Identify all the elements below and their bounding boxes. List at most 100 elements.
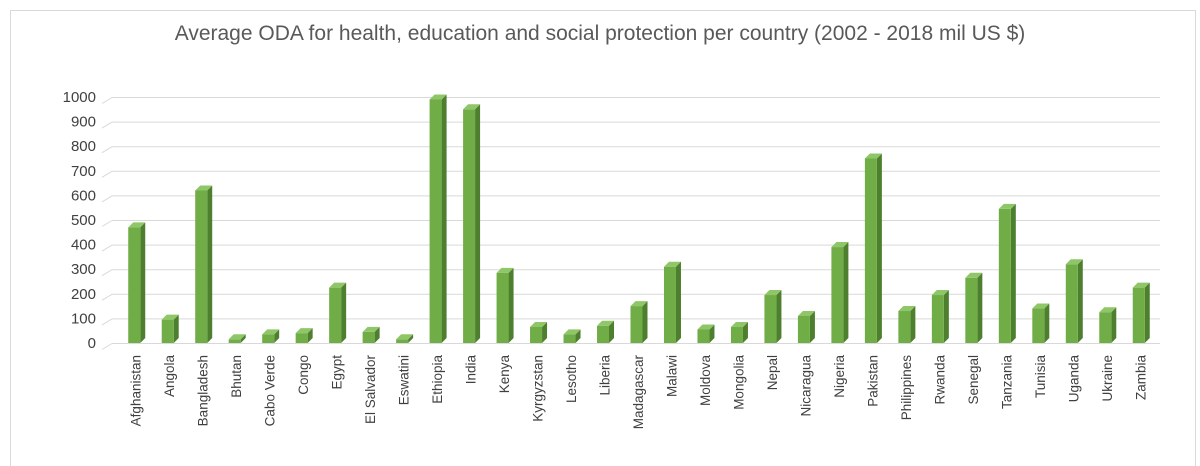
bar xyxy=(161,314,179,343)
bar-front xyxy=(630,306,643,343)
bar-side xyxy=(742,322,748,343)
bar-side xyxy=(977,272,983,343)
y-tick-label: 200 xyxy=(71,286,96,303)
gridline-depth xyxy=(101,293,113,301)
bar-top xyxy=(161,314,179,320)
bar-front xyxy=(563,334,576,343)
bar-side xyxy=(508,267,514,343)
x-tick-label: Egypt xyxy=(330,355,345,390)
bar-front xyxy=(128,227,141,343)
bar-front xyxy=(228,339,241,343)
y-tick-label: 500 xyxy=(71,212,96,229)
bar-top xyxy=(864,153,882,159)
bar xyxy=(362,326,380,343)
bar-top xyxy=(228,334,246,340)
bar-top xyxy=(597,320,615,326)
bar xyxy=(663,261,681,343)
x-tick-label: Tunisia xyxy=(1033,355,1048,399)
x-tick-label: Madagascar xyxy=(631,355,646,430)
x-axis: Afghanistan Angola Bangladesh Bhutan Cabo Ve… xyxy=(129,355,1149,430)
bar-front xyxy=(597,325,610,343)
gridlines xyxy=(101,97,1160,350)
bar-top xyxy=(128,222,146,228)
bar-side xyxy=(809,310,815,343)
x-tick-label: Uganda xyxy=(1066,355,1081,403)
gridline-depth xyxy=(101,170,113,178)
bar xyxy=(730,322,748,343)
bar xyxy=(262,329,280,343)
bar-front xyxy=(295,333,308,343)
x-tick-label: Zambia xyxy=(1133,355,1148,401)
bar xyxy=(530,322,548,343)
x-tick-label: Congo xyxy=(296,355,311,395)
gridline-depth xyxy=(101,244,113,252)
bar-side xyxy=(374,326,380,343)
x-tick-label: Lesotho xyxy=(564,355,579,403)
bar-side xyxy=(207,185,213,343)
x-tick-label: Ukraine xyxy=(1100,355,1115,402)
bar-side xyxy=(307,328,313,343)
bar-top xyxy=(530,322,548,328)
bar xyxy=(1132,282,1150,343)
x-tick-label: Mongolia xyxy=(731,355,746,410)
gridline-depth xyxy=(101,343,113,350)
y-tick-label: 400 xyxy=(71,237,96,254)
bar-side xyxy=(609,320,615,343)
bar-top xyxy=(195,185,213,191)
y-tick-label: 100 xyxy=(71,310,96,327)
x-tick-label: Afghanistan xyxy=(129,355,144,426)
bar xyxy=(864,153,882,343)
bar xyxy=(831,242,849,343)
bar-side xyxy=(1144,282,1150,343)
x-tick-label: Rwanda xyxy=(932,355,947,405)
bar-side xyxy=(876,153,882,343)
bar-top xyxy=(1132,282,1150,288)
y-tick-label: 300 xyxy=(71,261,96,278)
bar-top xyxy=(295,328,313,334)
gridline-depth xyxy=(101,220,113,227)
y-tick-label: 0 xyxy=(88,335,96,352)
x-tick-label: Bhutan xyxy=(229,355,244,398)
x-tick-label: Pakistan xyxy=(865,355,880,407)
bar-front xyxy=(1132,287,1145,343)
bar-side xyxy=(910,306,916,343)
bars xyxy=(128,94,1150,344)
y-tick-label: 900 xyxy=(71,114,96,131)
bar xyxy=(295,328,313,343)
x-tick-label: Bangladesh xyxy=(196,355,211,426)
bar-front xyxy=(764,295,777,343)
bar xyxy=(1032,303,1050,343)
bar-front xyxy=(1099,312,1112,343)
bar-front xyxy=(329,287,342,343)
bar xyxy=(898,306,916,343)
bar-top xyxy=(663,261,681,267)
gridline-depth xyxy=(101,146,113,154)
y-tick-label: 1000 xyxy=(63,89,96,106)
bar xyxy=(463,104,481,343)
bar-top xyxy=(463,104,481,110)
y-tick-label: 700 xyxy=(71,163,96,180)
x-tick-label: Ethiopia xyxy=(430,355,445,404)
bar-top xyxy=(797,310,815,316)
bar-top xyxy=(262,329,280,335)
bar xyxy=(931,290,949,343)
bar xyxy=(563,329,581,343)
bar-front xyxy=(262,334,275,343)
bar-top xyxy=(998,203,1016,209)
bar-side xyxy=(575,329,581,343)
bar-side xyxy=(709,324,715,343)
gridline-depth xyxy=(101,121,113,129)
bar-top xyxy=(1032,303,1050,309)
x-tick-label: India xyxy=(464,355,479,385)
bar xyxy=(630,301,648,343)
bar-side xyxy=(240,334,246,343)
bar-front xyxy=(161,319,174,343)
bar xyxy=(228,334,246,343)
x-tick-label: Kyrgyzstan xyxy=(531,355,546,422)
bar xyxy=(965,272,983,343)
bar-top xyxy=(362,326,380,332)
x-tick-label: Nigeria xyxy=(832,355,847,398)
bar xyxy=(697,324,715,343)
bar-front xyxy=(463,109,476,343)
